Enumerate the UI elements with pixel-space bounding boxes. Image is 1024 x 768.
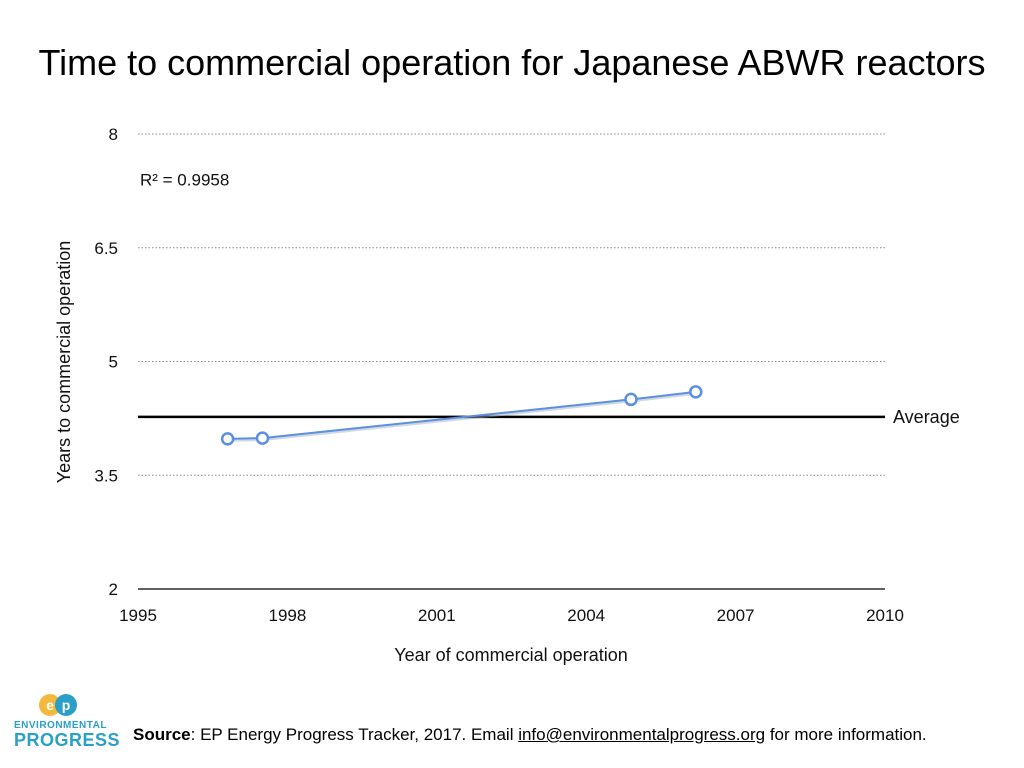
data-point	[220, 432, 235, 446]
series-line	[227, 390, 696, 440]
svg-text:e: e	[46, 697, 54, 713]
source-footer: Source: EP Energy Progress Tracker, 2017…	[133, 725, 927, 745]
x-tick-label: 2010	[866, 606, 904, 625]
average-label: Average	[893, 407, 960, 427]
environmental-progress-logo: e p ENVIRONMENTAL PROGRESS	[14, 693, 121, 753]
y-tick-label: 6.5	[94, 239, 118, 258]
data-point	[624, 392, 638, 407]
source-suffix: for more information.	[765, 725, 927, 744]
source-text: : EP Energy Progress Tracker, 2017. Emai…	[190, 725, 519, 744]
svg-text:p: p	[62, 697, 71, 713]
y-tick-label: 8	[109, 125, 118, 144]
source-label: Source	[133, 725, 191, 744]
y-tick-label: 5	[109, 353, 118, 372]
email-link[interactable]: info@environmentalprogress.org	[518, 725, 766, 744]
logo-text-environmental: ENVIRONMENTAL	[14, 720, 107, 731]
logo-text-progress: PROGRESS	[14, 730, 121, 750]
x-axis-title: Year of commercial operation	[394, 645, 627, 665]
x-tick-label: 1998	[268, 606, 306, 625]
chart-title: Time to commercial operation for Japanes…	[38, 42, 986, 83]
y-tick-label: 2	[109, 580, 118, 599]
data-point	[689, 385, 703, 399]
data-point	[255, 431, 270, 445]
series-line-shadow	[227, 391, 696, 442]
r-squared-annotation: R² = 0.9958	[140, 171, 229, 190]
x-tick-label: 2007	[717, 606, 755, 625]
chart-plot: 2 3.5 5 6.5 8 1995 1998 2001 2004 2007 2010 Year of…	[54, 125, 960, 665]
ep-logo-icon: e p	[39, 694, 77, 716]
x-tick-label: 2004	[567, 606, 605, 625]
y-axis-title: Years to commercial operation	[54, 241, 74, 483]
x-tick-label: 1995	[119, 606, 157, 625]
x-tick-label: 2001	[418, 606, 456, 625]
y-tick-label: 3.5	[94, 466, 118, 485]
